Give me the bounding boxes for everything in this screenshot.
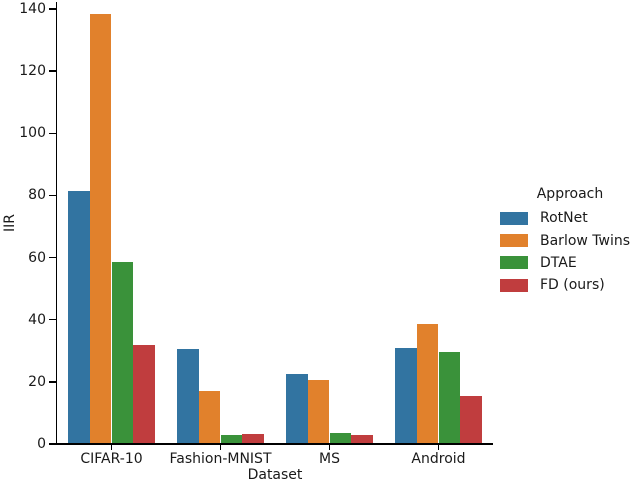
y-axis-spine <box>55 2 57 444</box>
bar-cifar-10-rotnet <box>67 190 90 444</box>
bar-cifar-10-barlow-twins <box>89 13 112 444</box>
y-tick-0 <box>48 443 56 445</box>
bar-android-barlow-twins <box>416 324 439 444</box>
x-tick-fashion-mnist <box>219 444 222 450</box>
x-tick-label-ms: MS <box>319 451 340 467</box>
x-tick-label-android: Android <box>411 451 466 467</box>
x-tick-label-fashion-mnist: Fashion-MNIST <box>169 451 272 467</box>
x-tick-label-cifar-10: CIFAR-10 <box>80 451 143 467</box>
legend-label-barlow-twins: Barlow Twins <box>540 232 631 249</box>
legend-entries: RotNet Barlow Twins DTAE FD (ours) <box>500 207 640 297</box>
x-tick-ms <box>328 444 331 450</box>
bar-ms-barlow-twins <box>307 380 330 444</box>
y-tick-140 <box>48 8 56 10</box>
legend-swatch-barlow-twins <box>500 234 528 248</box>
y-tick-label-60: 60 <box>28 249 46 266</box>
y-tick-100 <box>48 132 56 135</box>
bar-cifar-10-dtae <box>111 262 134 444</box>
x-tick-android <box>437 444 440 450</box>
bar-android-fd-ours <box>460 395 483 444</box>
bar-ms-rotnet <box>285 374 308 444</box>
bar-ms-fd-ours <box>351 434 374 444</box>
y-tick-20 <box>48 381 56 383</box>
y-tick-label-0: 0 <box>37 436 46 452</box>
y-tick-80 <box>48 194 56 197</box>
bar-fashion-mnist-rotnet <box>176 349 199 444</box>
bar-fashion-mnist-barlow-twins <box>198 391 221 444</box>
y-tick-label-20: 20 <box>28 373 46 390</box>
bar-fashion-mnist-fd-ours <box>242 434 265 444</box>
y-tick-label-80: 80 <box>28 187 46 204</box>
bar-android-rotnet <box>394 347 417 444</box>
y-tick-label-40: 40 <box>28 311 46 328</box>
x-tick-cifar-10 <box>110 444 113 450</box>
legend: Approach RotNet Barlow Twins DTAE FD (ours) <box>500 186 640 297</box>
legend-item-barlow-twins: Barlow Twins <box>500 229 640 251</box>
legend-label-fd-ours: FD (ours) <box>540 277 605 294</box>
legend-item-fd-ours: FD (ours) <box>500 274 640 296</box>
y-axis-title: IIR <box>2 214 18 232</box>
legend-title: Approach <box>536 186 604 202</box>
y-tick-label-100: 100 <box>19 125 46 142</box>
y-tick-40 <box>48 318 56 321</box>
legend-swatch-fd-ours <box>500 278 528 292</box>
legend-label-dtae: DTAE <box>540 254 577 271</box>
bar-cifar-10-fd-ours <box>133 344 156 444</box>
bar-fashion-mnist-dtae <box>220 434 243 444</box>
legend-item-rotnet: RotNet <box>500 207 640 229</box>
x-axis-title: Dataset <box>247 467 303 483</box>
bar-ms-dtae <box>329 433 352 444</box>
y-tick-120 <box>48 70 56 72</box>
legend-swatch-dtae <box>500 256 528 270</box>
legend-swatch-rotnet <box>500 211 528 225</box>
x-axis-spine <box>55 443 493 445</box>
legend-item-dtae: DTAE <box>500 252 640 274</box>
bar-android-dtae <box>438 352 461 444</box>
y-tick-60 <box>48 256 56 259</box>
y-tick-label-120: 120 <box>19 63 46 80</box>
y-tick-label-140: 140 <box>19 1 46 17</box>
legend-label-rotnet: RotNet <box>540 210 588 227</box>
